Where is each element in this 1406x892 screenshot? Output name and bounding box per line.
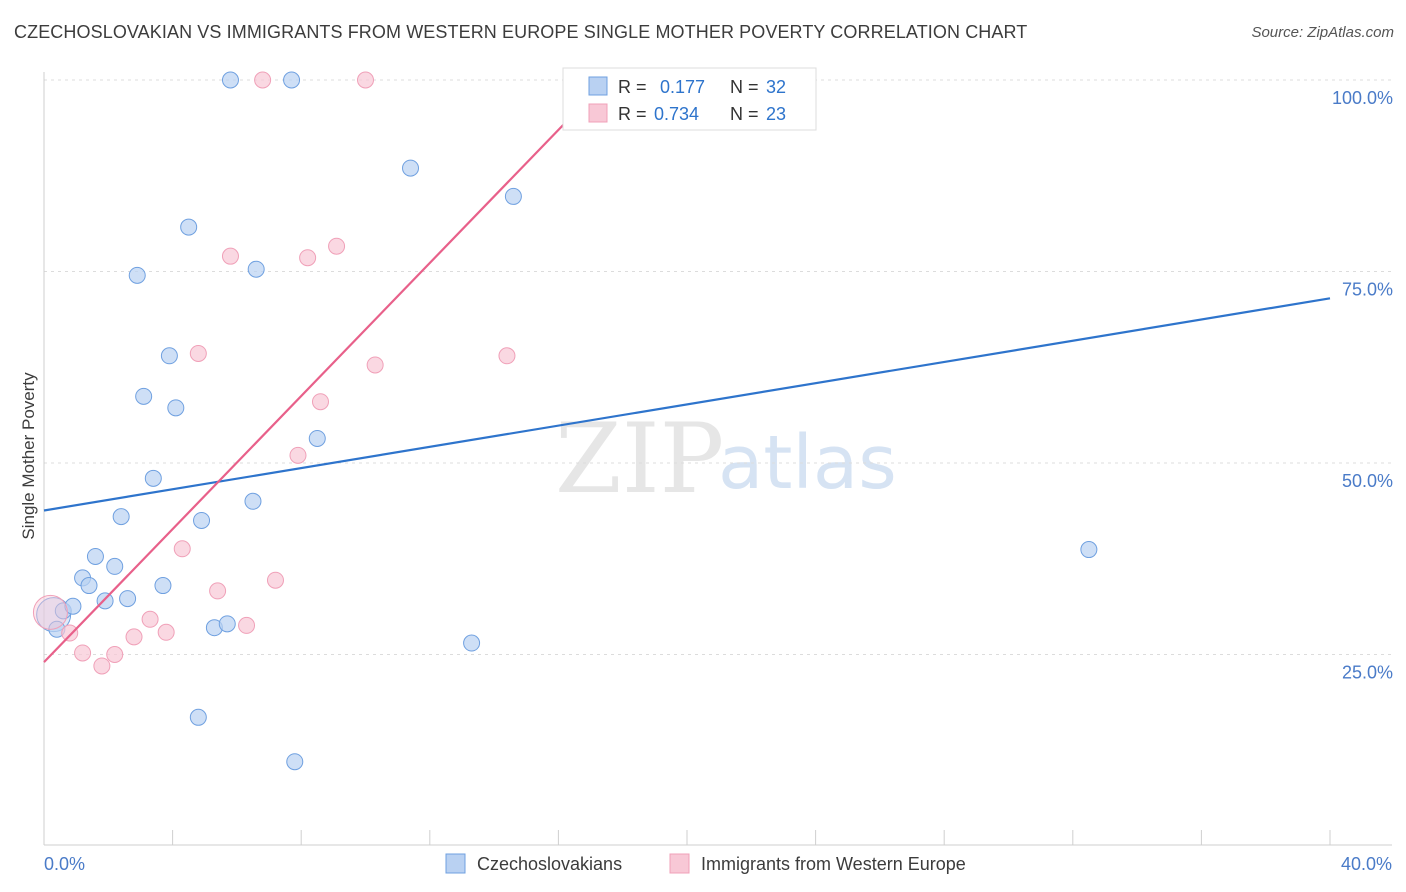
- point-czechoslovakian-24: [247, 260, 265, 278]
- point-western-europe-16: [299, 249, 317, 267]
- legend-n-label-pink: N =: [730, 104, 759, 124]
- y-tick-label-50: 50.0%: [1342, 471, 1393, 491]
- x-tick-label-max: 40.0%: [1341, 854, 1392, 874]
- point-czechoslovakian-21: [218, 615, 236, 633]
- point-western-europe-18: [328, 237, 346, 255]
- legend-n-label-blue: N =: [730, 77, 759, 97]
- trend-line-western-europe: [43, 79, 608, 663]
- series-legend: Czechoslovakians Immigrants from Western…: [445, 853, 966, 874]
- point-czechoslovakian-10: [119, 590, 137, 608]
- point-czechoslovakian-28: [402, 159, 420, 177]
- point-czechoslovakian-3: [64, 597, 82, 615]
- legend-n-value-blue: 32: [766, 77, 786, 97]
- point-western-europe-4: [106, 646, 124, 663]
- point-czechoslovakian-25: [283, 71, 301, 89]
- point-western-europe-13: [254, 71, 272, 89]
- point-czechoslovakian-19: [193, 511, 211, 529]
- x-ticks: [43, 830, 1331, 845]
- point-western-europe-0: [32, 594, 68, 630]
- point-czechoslovakian-14: [154, 577, 172, 595]
- legend-r-value-pink: 0.734: [654, 104, 699, 124]
- y-tick-label-100: 100.0%: [1332, 88, 1393, 108]
- point-western-europe-19: [357, 71, 374, 89]
- point-western-europe-14: [266, 571, 284, 589]
- point-czechoslovakian-23: [244, 492, 262, 510]
- point-western-europe-11: [221, 247, 239, 265]
- point-western-europe-17: [311, 393, 329, 411]
- point-czechoslovakian-11: [128, 266, 146, 284]
- legend-n-value-pink: 23: [766, 104, 786, 124]
- point-western-europe-9: [189, 344, 207, 362]
- point-czechoslovakian-16: [167, 399, 185, 417]
- x-tick-label-min: 0.0%: [44, 854, 85, 874]
- point-czechoslovakian-6: [86, 547, 104, 565]
- series-legend-label-pink: Immigrants from Western Europe: [701, 854, 966, 874]
- gridlines: [44, 79, 1392, 655]
- series-legend-label-blue: Czechoslovakians: [477, 854, 622, 874]
- stats-legend: R = 0.177 N = 32 R = 0.734 N = 23: [562, 67, 817, 131]
- legend-r-value-blue: 0.177: [660, 77, 705, 97]
- point-western-europe-6: [141, 610, 159, 628]
- point-western-europe-5: [125, 628, 143, 646]
- data-points: [32, 71, 1098, 771]
- point-western-europe-8: [173, 540, 191, 558]
- trend-lines: [43, 79, 1331, 663]
- point-czechoslovakian-13: [144, 469, 162, 487]
- point-czechoslovakian-12: [135, 387, 153, 405]
- series-legend-swatch-blue: [445, 853, 466, 874]
- point-czechoslovakian-18: [189, 708, 207, 726]
- point-czechoslovakian-9: [112, 508, 130, 526]
- point-western-europe-3: [93, 657, 111, 675]
- legend-swatch-pink: [588, 103, 608, 123]
- series-legend-swatch-pink: [669, 853, 690, 874]
- point-western-europe-1: [61, 624, 79, 642]
- legend-r-label-pink: R =: [618, 104, 647, 124]
- point-western-europe-7: [157, 623, 175, 641]
- point-czechoslovakian-17: [180, 218, 198, 236]
- point-western-europe-12: [238, 616, 256, 634]
- point-czechoslovakian-5: [80, 577, 98, 595]
- y-tick-label-25: 25.0%: [1342, 663, 1393, 683]
- y-axis-title: Single Mother Poverty: [19, 372, 38, 540]
- point-czechoslovakian-8: [106, 557, 124, 575]
- legend-swatch-blue: [588, 76, 608, 96]
- point-czechoslovakian-22: [221, 71, 239, 89]
- point-czechoslovakian-27: [308, 429, 326, 447]
- point-czechoslovakian-26: [286, 753, 304, 771]
- chart-title: CZECHOSLOVAKIAN VS IMMIGRANTS FROM WESTE…: [14, 22, 1028, 42]
- y-tick-label-75: 75.0%: [1342, 280, 1393, 300]
- point-western-europe-21: [498, 347, 516, 365]
- y-tick-labels: 25.0% 50.0% 75.0% 100.0%: [1332, 88, 1393, 683]
- legend-r-label-blue: R =: [618, 77, 647, 97]
- point-czechoslovakian-15: [160, 347, 178, 365]
- source-label: Source: ZipAtlas.com: [1251, 24, 1394, 41]
- point-czechoslovakian-7: [96, 592, 114, 610]
- point-western-europe-20: [366, 356, 384, 374]
- point-czechoslovakian-30: [504, 187, 522, 205]
- watermark-zip: ZIP: [555, 403, 724, 515]
- trend-line-czechoslovakians: [43, 297, 1331, 512]
- point-western-europe-10: [209, 582, 227, 600]
- point-western-europe-2: [74, 644, 92, 662]
- point-czechoslovakian-29: [463, 634, 481, 652]
- point-western-europe-15: [289, 446, 307, 464]
- point-czechoslovakian-31: [1080, 541, 1098, 559]
